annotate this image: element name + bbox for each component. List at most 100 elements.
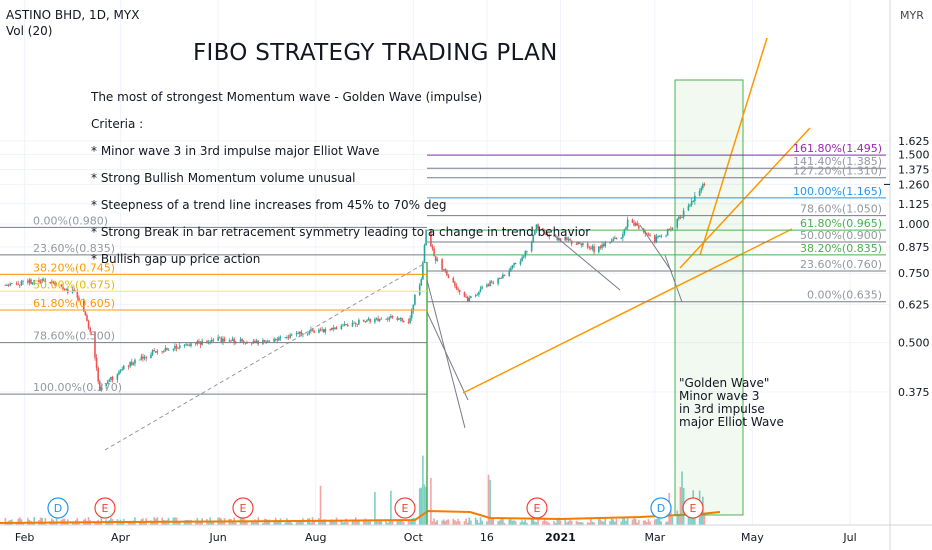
candle-body (190, 343, 192, 347)
candle-body (412, 304, 415, 311)
candle-body (474, 295, 477, 297)
volume-bar (511, 520, 514, 525)
volume-bar (478, 522, 480, 525)
fib-right-label: 23.60%(0.760) (800, 258, 882, 271)
candle-body (601, 244, 603, 248)
candle-body (252, 341, 255, 343)
candle-body (647, 234, 650, 236)
volume-bar (290, 522, 293, 525)
volume-bar (500, 518, 503, 525)
volume-bar (468, 517, 471, 525)
volume-bar (434, 521, 437, 525)
volume-bar (532, 517, 535, 525)
candle-body (62, 286, 64, 289)
candle-body (375, 318, 378, 320)
volume-bar (324, 519, 327, 525)
candle-body (575, 243, 578, 245)
volume-bar (178, 522, 181, 525)
candle-body (646, 233, 648, 235)
candle-body (164, 348, 167, 352)
candle-body (290, 334, 293, 336)
candle-body (41, 279, 43, 283)
volume-bar (98, 522, 101, 525)
volume-bar (452, 518, 455, 525)
volume-bar (454, 520, 456, 525)
candle-body (620, 237, 623, 239)
symbol-label[interactable]: ASTINO BHD, 1D, MYX (6, 8, 140, 22)
volume-bar (346, 521, 349, 525)
candle-body (345, 324, 347, 325)
volume-bar (546, 521, 549, 525)
candle-body (206, 340, 208, 344)
volume-bar (44, 517, 47, 525)
volume-bar (87, 517, 90, 525)
note-line: * Strong Break in bar retracement symmet… (91, 225, 591, 239)
volume-indicator-label[interactable]: Vol (20) (6, 24, 53, 38)
volume-bar (553, 521, 555, 525)
candle-body (409, 318, 411, 323)
volume-bar (638, 519, 640, 525)
volume-bar (300, 520, 303, 525)
candle-body (636, 223, 639, 226)
candle-body (335, 327, 338, 330)
volume-bar (358, 519, 360, 525)
candle-body (364, 321, 367, 323)
candle-body (470, 296, 472, 298)
candle-body (212, 339, 215, 341)
volume-bar (388, 520, 391, 525)
time-axis: Feb Apr Jun Aug Oct 16 2021 Mar May Jul (0, 524, 932, 544)
candle-body (633, 222, 635, 226)
candle-body (444, 269, 447, 272)
volume-bar (250, 521, 253, 525)
volume-bar (554, 522, 557, 525)
candle-body (106, 381, 109, 385)
volume-bar (497, 521, 499, 525)
volume-bar (268, 519, 271, 525)
candle-body (183, 344, 186, 346)
candle-body (6, 285, 8, 286)
candle-body (84, 311, 87, 316)
fib-left-label: 0.00%(0.980) (33, 214, 108, 227)
volume-bar (284, 522, 287, 525)
candle-body (302, 333, 304, 335)
volume-bar (436, 520, 439, 525)
candle-body (418, 285, 421, 295)
candle-body (82, 300, 85, 312)
volume-bar (364, 518, 367, 525)
event-marker-circle (232, 497, 254, 519)
candle-body (30, 279, 32, 285)
candle-body (313, 330, 315, 333)
event-marker-label: D (54, 502, 62, 515)
time-tick-label: Oct (404, 531, 424, 544)
note-line: * Steepness of a trend line increases fr… (91, 198, 447, 212)
candle-body (402, 320, 405, 322)
volume-bar (402, 522, 405, 525)
candle-body (367, 318, 370, 321)
candle-body (530, 241, 533, 252)
volume-bar (367, 519, 370, 525)
candle-body (425, 229, 427, 246)
candle-body (436, 259, 439, 261)
volume-bar (634, 518, 637, 525)
price-tick-label: 1.500 (898, 149, 930, 162)
candle-body (681, 217, 683, 218)
fib-left-label: 61.80%(0.605) (33, 297, 115, 310)
candle-body (377, 318, 379, 321)
volume-bar (378, 520, 381, 525)
candle-body (556, 237, 559, 240)
volume-bar (199, 522, 202, 525)
volume-bar (340, 520, 343, 525)
volume-bar (414, 518, 416, 525)
volume-bar (234, 522, 237, 525)
volume-bar (287, 521, 290, 525)
volume-bar (615, 518, 618, 525)
volume-bar (94, 522, 96, 525)
candle-body (374, 318, 376, 323)
volume-bar (537, 518, 539, 525)
volume-bar (486, 521, 488, 525)
volume-bar (671, 516, 674, 525)
candle-body (230, 340, 232, 342)
candle-body (407, 321, 410, 323)
candle-body (638, 225, 640, 229)
